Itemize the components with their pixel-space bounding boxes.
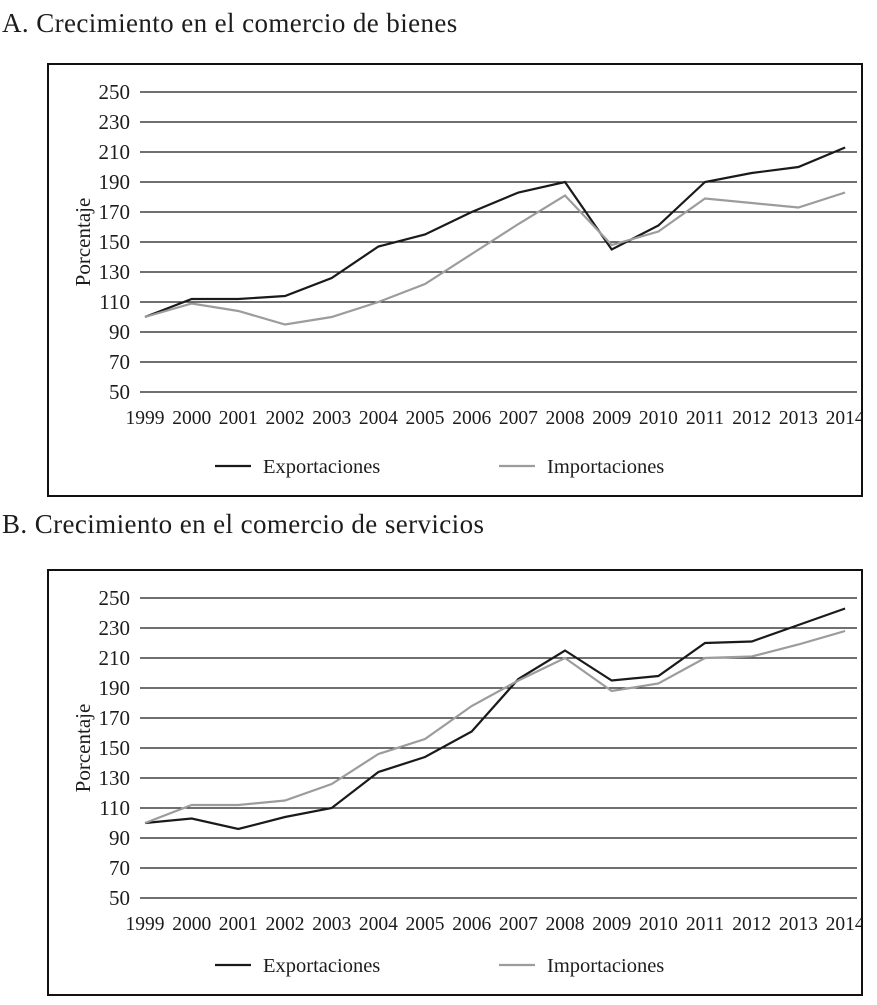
y-tick-label: 230 <box>99 110 131 134</box>
panel-a: 250 230 210 190 170 150 130 110 90 70 50 Porcentaje… <box>47 63 863 497</box>
x-tick-label: 2003 <box>312 914 351 935</box>
y-axis-title: Porcentaje <box>71 704 95 793</box>
bienes-line-chart: 250 230 210 190 170 150 130 110 90 70 50 Porcentaje… <box>71 80 861 478</box>
panel-b-title: B. Crecimiento en el comercio de servici… <box>2 509 485 539</box>
series-line-importaciones <box>144 191 846 326</box>
legend-label-exportaciones: Exportaciones <box>263 456 380 478</box>
y-tick-label: 250 <box>99 80 131 104</box>
x-tick-label: 2003 <box>312 408 351 429</box>
x-tick-label: 2004 <box>359 408 398 429</box>
legend-label-importaciones: Importaciones <box>547 456 664 478</box>
x-tick-label: 2012 <box>732 408 771 429</box>
x-tick-label: 2006 <box>452 914 491 935</box>
chart-a-canvas: 250 230 210 190 170 150 130 110 90 70 50 Porcentaje… <box>49 65 861 495</box>
x-tick-label: 2002 <box>266 914 305 935</box>
x-tick-label: 2005 <box>406 408 445 429</box>
x-tick-label: 2013 <box>779 408 818 429</box>
y-tick-label: 150 <box>99 230 131 254</box>
y-tick-label: 50 <box>109 886 130 910</box>
x-tick-label: 2014 <box>826 408 861 429</box>
panel-a-title: A. Crecimiento en el comercio de bienes <box>2 8 458 38</box>
panel-b: 250 230 210 190 170 150 130 110 90 70 50 Porcentaje… <box>47 569 863 996</box>
legend-label-importaciones: Importaciones <box>547 955 664 977</box>
x-tick-label: 1999 <box>126 408 165 429</box>
x-tick-label: 2010 <box>639 914 678 935</box>
chart-b-canvas: 250 230 210 190 170 150 130 110 90 70 50 Porcentaje… <box>49 571 861 994</box>
x-tick-label: 2001 <box>219 914 258 935</box>
series-line-exportaciones <box>144 607 846 831</box>
y-tick-label: 190 <box>99 676 131 700</box>
y-tick-label: 170 <box>99 706 131 730</box>
x-tick-label: 2004 <box>359 914 398 935</box>
x-tick-label: 2008 <box>546 914 585 935</box>
y-axis-title: Porcentaje <box>71 198 95 287</box>
x-tick-label: 2001 <box>219 408 258 429</box>
series-line-importaciones <box>144 629 846 825</box>
x-tick-label: 2008 <box>546 408 585 429</box>
x-tick-label: 2000 <box>172 408 211 429</box>
x-tick-label: 2009 <box>592 408 631 429</box>
y-tick-label: 110 <box>99 796 130 820</box>
y-tick-label: 90 <box>109 826 130 850</box>
x-tick-label: 2007 <box>499 408 538 429</box>
y-tick-label: 210 <box>99 140 131 164</box>
y-tick-label: 170 <box>99 200 131 224</box>
y-tick-label: 70 <box>109 350 130 374</box>
x-tick-label: 2011 <box>686 914 724 935</box>
y-tick-label: 210 <box>99 646 131 670</box>
y-tick-label: 90 <box>109 320 130 344</box>
x-tick-label: 2007 <box>499 914 538 935</box>
y-tick-label: 250 <box>99 586 131 610</box>
legend-label-exportaciones: Exportaciones <box>263 955 380 977</box>
x-tick-label: 2012 <box>732 914 771 935</box>
y-tick-label: 230 <box>99 616 131 640</box>
x-tick-label: 2013 <box>779 914 818 935</box>
y-tick-label: 110 <box>99 290 130 314</box>
x-tick-label: 2014 <box>826 914 861 935</box>
x-tick-label: 2006 <box>452 408 491 429</box>
x-tick-label: 2002 <box>266 408 305 429</box>
y-tick-label: 130 <box>99 766 131 790</box>
x-tick-label: 2010 <box>639 408 678 429</box>
servicios-line-chart: 250 230 210 190 170 150 130 110 90 70 50 Porcentaje… <box>71 586 861 977</box>
x-tick-label: 2000 <box>172 914 211 935</box>
y-tick-label: 130 <box>99 260 131 284</box>
y-tick-label: 190 <box>99 170 131 194</box>
x-tick-label: 2009 <box>592 914 631 935</box>
y-tick-label: 150 <box>99 736 131 760</box>
series-line-exportaciones <box>144 146 846 319</box>
x-tick-label: 2005 <box>406 914 445 935</box>
x-tick-label: 2011 <box>686 408 724 429</box>
y-tick-label: 50 <box>109 380 130 404</box>
y-tick-label: 70 <box>109 856 130 880</box>
x-tick-label: 1999 <box>126 914 165 935</box>
